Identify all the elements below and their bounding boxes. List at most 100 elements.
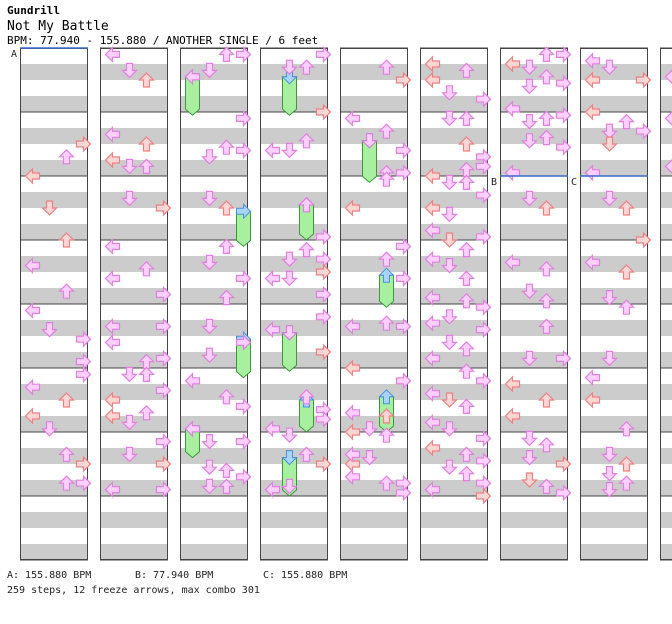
chart-column — [500, 47, 571, 560]
beat-stripe — [420, 544, 488, 560]
beat-stripe — [500, 224, 568, 240]
beat-stripe — [340, 384, 408, 400]
step-arrow — [397, 239, 411, 253]
beat-stripe — [500, 544, 568, 560]
step-arrow — [300, 243, 314, 257]
step-arrow — [237, 111, 251, 125]
beat-stripe — [420, 512, 488, 528]
beat-stripe — [340, 512, 408, 528]
step-arrow — [237, 399, 251, 413]
beat-stripe — [660, 320, 672, 336]
beat-stripe — [580, 480, 648, 496]
beat-stripe — [20, 544, 88, 560]
beat-stripe — [20, 512, 88, 528]
beat-stripe — [660, 512, 672, 528]
step-arrow — [266, 271, 280, 285]
step-arrow — [26, 303, 40, 317]
beat-stripe — [100, 544, 168, 560]
step-arrow — [460, 243, 474, 257]
step-arrow — [477, 431, 491, 445]
step-arrow — [540, 111, 554, 125]
chart-column — [580, 48, 651, 560]
beat-stripe — [500, 288, 568, 304]
beat-stripe — [580, 288, 648, 304]
step-arrow — [586, 371, 600, 385]
step-arrow — [443, 207, 457, 221]
bpm-marker-label: C — [571, 177, 577, 188]
beat-stripe — [500, 512, 568, 528]
step-arrow — [123, 367, 137, 381]
beat-stripe — [20, 320, 88, 336]
chart-column — [340, 48, 411, 560]
step-arrow — [460, 399, 474, 413]
step-arrow — [620, 115, 634, 129]
step-arrow — [106, 271, 120, 285]
beat-stripe — [340, 96, 408, 112]
beat-stripe — [500, 320, 568, 336]
step-arrow — [77, 367, 91, 381]
step-arrow — [523, 431, 537, 445]
step-arrow — [237, 143, 251, 157]
step-arrow — [540, 47, 554, 61]
step-arrow — [603, 467, 617, 481]
step-arrow — [460, 175, 474, 189]
step-arrow — [283, 143, 297, 157]
step-arrow — [460, 467, 474, 481]
beat-stripe — [20, 64, 88, 80]
beat-stripe — [660, 224, 672, 240]
beat-stripe — [340, 256, 408, 272]
beat-stripe — [660, 96, 672, 112]
step-arrow — [523, 115, 537, 129]
bpm-marker-label: A — [11, 49, 17, 60]
beat-stripe — [260, 544, 328, 560]
step-arrow — [140, 367, 154, 381]
step-arrow — [317, 47, 331, 61]
beat-stripe — [100, 224, 168, 240]
step-arrow — [443, 335, 457, 349]
beat-stripe — [340, 544, 408, 560]
step-arrow — [443, 175, 457, 189]
bpm-b-label: B: 77.940 BPM — [135, 570, 213, 582]
beat-stripe — [180, 128, 248, 144]
beat-stripe — [660, 480, 672, 496]
bpm-a-label: A: 155.880 BPM — [7, 570, 91, 582]
step-arrow — [106, 335, 120, 349]
beat-stripe — [260, 512, 328, 528]
beat-stripe — [660, 448, 672, 464]
step-arrow — [460, 271, 474, 285]
step-arrow — [523, 79, 537, 93]
beat-stripe — [660, 384, 672, 400]
beat-stripe — [660, 416, 672, 432]
step-arrow — [283, 271, 297, 285]
beat-stripe — [340, 224, 408, 240]
beat-stripe — [20, 288, 88, 304]
chart-column — [180, 47, 251, 560]
chart-column — [420, 48, 491, 560]
step-arrow — [397, 271, 411, 285]
step-arrow — [220, 47, 234, 61]
beat-stripe — [20, 192, 88, 208]
beat-stripe — [260, 192, 328, 208]
step-arrow — [106, 239, 120, 253]
beat-stripe — [260, 160, 328, 176]
beat-stripe — [660, 192, 672, 208]
step-arrow — [157, 435, 171, 449]
chart-column — [100, 47, 171, 560]
step-arrow — [557, 47, 571, 61]
step-arrow — [666, 111, 672, 125]
step-arrow — [106, 47, 120, 61]
beat-stripe — [660, 544, 672, 560]
chart-column — [20, 48, 91, 560]
bpm-c-label: C: 155.880 BPM — [263, 570, 347, 582]
step-arrow — [346, 111, 360, 125]
beat-stripe — [580, 544, 648, 560]
beat-stripe — [260, 384, 328, 400]
chart-column — [260, 47, 331, 560]
beat-stripe — [660, 288, 672, 304]
chart-stats: 259 steps, 12 freeze arrows, max combo 3… — [7, 585, 260, 597]
beat-stripe — [660, 128, 672, 144]
chart-column — [660, 48, 672, 560]
bpm-marker-label: B — [491, 177, 497, 188]
beat-stripe — [580, 416, 648, 432]
